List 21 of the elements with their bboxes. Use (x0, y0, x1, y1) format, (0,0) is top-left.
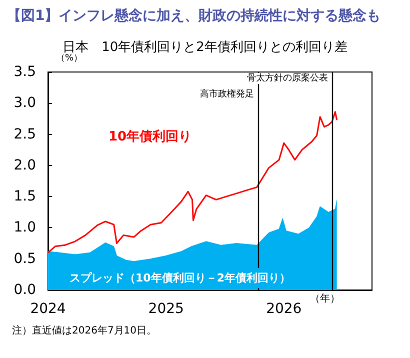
x-tick-label: 2026 (266, 301, 302, 317)
chart-subtitle: 日本 10年債利回りと2年債利回りとの利回り差 (62, 40, 348, 55)
x-axis-title: （年） (310, 292, 340, 304)
text: 注）直近値は2026年7月10日。 (12, 324, 157, 336)
y-axis-title: （%） (56, 54, 83, 64)
x-tick-label: 2024 (30, 301, 66, 317)
y-tick-label: 2.5 (14, 126, 36, 142)
series-label: スプレッド（10年債利回り－2年債利回り） (70, 272, 290, 284)
text: 10年債利回り (108, 128, 192, 144)
chart-title: 【図1】インフレ懸念に加え、財政の持続性に対する懸念も (7, 7, 381, 24)
y-tick-label: 3.5 (14, 64, 36, 80)
y-tick-label: 2.0 (14, 157, 36, 174)
y-tick-label: 0.5 (14, 250, 36, 267)
ref-line-label: 高市政権発足 (200, 88, 254, 100)
y-tick-label: 3.0 (14, 95, 36, 112)
y-tick-label: 1.0 (14, 220, 36, 236)
line-series (47, 111, 338, 254)
y-tick-label: 1.5 (14, 188, 36, 205)
x-tick-label: 2025 (148, 301, 184, 317)
y-tick-label: 0.0 (14, 282, 36, 298)
ref-line-label: 骨太方針の原案公表 (246, 72, 328, 84)
